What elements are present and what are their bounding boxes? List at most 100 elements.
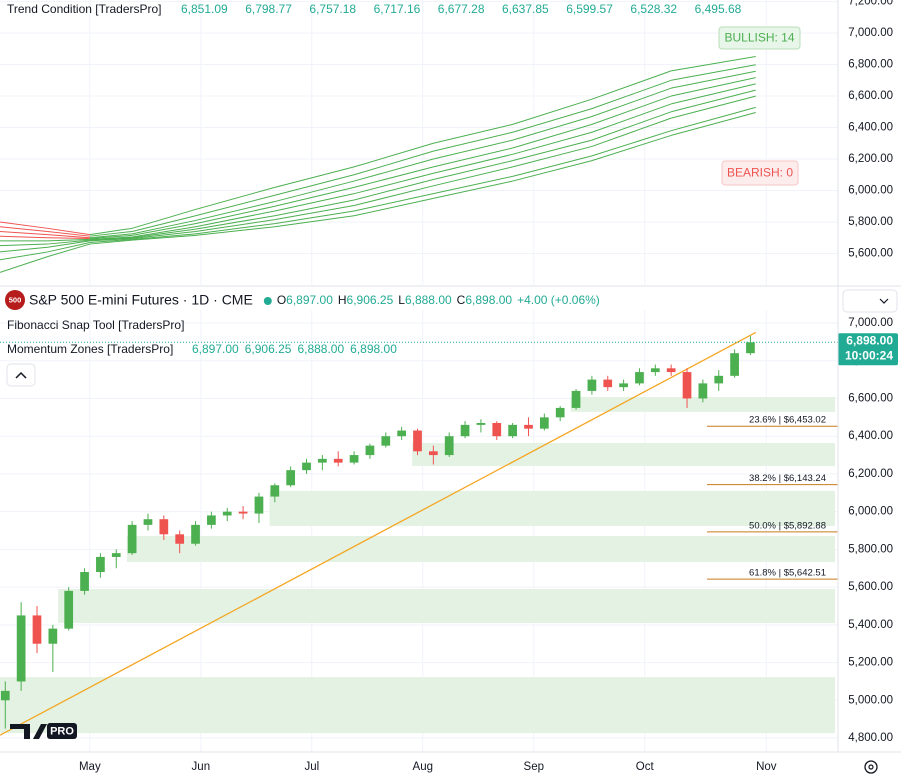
trend-line-segment xyxy=(89,239,133,245)
x-tick-label: Nov xyxy=(756,761,777,773)
y-tick-label: 6,200.00 xyxy=(848,153,893,165)
trend-line-segment xyxy=(0,243,48,247)
trend-line-segment xyxy=(195,226,275,236)
y-tick-label: 6,200.00 xyxy=(848,468,893,480)
trend-line-segment xyxy=(274,174,355,196)
trend-line-segment xyxy=(274,166,355,188)
trend-line-segment xyxy=(274,215,355,228)
pro-text: PRO xyxy=(50,725,74,737)
trend-line-segment xyxy=(353,193,434,212)
ohlc-value: 6,906.25 xyxy=(347,293,394,307)
ohlc-value: 6,898.00 xyxy=(465,293,512,307)
trend-line-segment xyxy=(89,237,133,241)
trend-line-segment xyxy=(47,238,90,242)
trend-line-segment xyxy=(353,158,434,182)
candle-body xyxy=(587,379,597,391)
trend-line-segment xyxy=(671,77,756,97)
indicator-title: Trend Condition [TradersPro] xyxy=(7,2,162,16)
trend-line-segment xyxy=(0,251,48,261)
trend-line-segment xyxy=(274,193,355,212)
trend-line-segment xyxy=(671,89,756,113)
trend-line-segment xyxy=(47,230,90,237)
trend-line-segment xyxy=(512,98,593,125)
x-tick-label: Aug xyxy=(413,761,433,773)
trend-line-segment xyxy=(195,215,275,230)
legend-value: 6,599.57 xyxy=(566,2,613,16)
currency-button[interactable] xyxy=(842,289,898,313)
trend-line-segment xyxy=(512,108,593,133)
trend-line-segment xyxy=(195,210,275,228)
trend-line-segment xyxy=(353,172,434,195)
trend-line-segment xyxy=(591,70,672,100)
trend-line-segment xyxy=(433,160,513,180)
candle-body xyxy=(80,572,89,591)
fib-label: 61.8% | $5,642.51 xyxy=(749,568,826,579)
trend-line-segment xyxy=(132,233,196,240)
candle-body xyxy=(619,383,628,388)
candle-body xyxy=(666,368,676,373)
pro-badge xyxy=(47,723,77,739)
trend-line-segment xyxy=(591,87,672,117)
settings-icon[interactable] xyxy=(864,760,878,774)
x-tick-label: Sep xyxy=(524,761,544,773)
candle-body xyxy=(397,430,407,437)
trend-line-segment xyxy=(132,230,196,240)
trend-line-segment xyxy=(47,234,90,239)
y-tick-label: 5,800.00 xyxy=(848,543,893,555)
trend-line-segment xyxy=(47,241,90,253)
candle-body xyxy=(96,556,105,573)
ohlc-key: C xyxy=(457,293,466,307)
countdown: 10:00:24 xyxy=(845,348,893,362)
trend-line-segment xyxy=(89,236,133,240)
ohlc-key: L xyxy=(398,293,405,307)
candle-body xyxy=(650,368,660,373)
y-tick-label: 6,600.00 xyxy=(848,90,893,102)
momentum-zone xyxy=(412,442,835,467)
indicator-name: Fibonacci Snap Tool [TradersPro] xyxy=(7,318,184,332)
trend-line-segment xyxy=(0,246,48,253)
trend-line-segment xyxy=(433,180,513,199)
trend-line-segment xyxy=(591,111,672,141)
x-tick-label: Oct xyxy=(636,761,655,773)
tv-logo xyxy=(10,724,47,739)
trend-line-segment xyxy=(353,142,434,168)
trend-line-segment xyxy=(353,185,434,206)
candle-body xyxy=(191,524,200,544)
symbol-badge-text: 500 xyxy=(9,295,22,304)
y-tick-label: 6,600.00 xyxy=(848,393,893,405)
price-change: +4.00 (+0.06%) xyxy=(517,293,600,307)
candle-body xyxy=(0,690,10,701)
trend-line-segment xyxy=(131,215,196,232)
trend-line-segment xyxy=(433,139,513,160)
trend-line-segment xyxy=(89,238,133,243)
trend-line-segment xyxy=(47,239,90,245)
settings-icon-center xyxy=(868,764,874,770)
candle-body xyxy=(64,590,74,629)
trend-line-segment xyxy=(274,199,355,217)
ohlc-value: 6,897.00 xyxy=(286,293,333,307)
trend-line-segment xyxy=(512,145,593,168)
ohlc-value: 6,888.00 xyxy=(405,293,452,307)
candle-body xyxy=(476,422,486,425)
trend-line-segment xyxy=(274,204,355,221)
candle-body xyxy=(539,417,549,429)
last-price-box xyxy=(838,333,898,366)
candle-body xyxy=(333,458,343,463)
candle-body xyxy=(746,342,755,354)
trend-line-segment xyxy=(195,223,275,235)
y-tick-label: 6,000.00 xyxy=(848,506,893,518)
legend-value: 6,717.16 xyxy=(374,2,421,16)
trendline xyxy=(0,331,757,736)
candle-body xyxy=(730,353,739,376)
trend-line-segment xyxy=(274,210,355,225)
fib-label: 23.6% | $6,453.02 xyxy=(749,415,826,426)
y-tick-label: 5,000.00 xyxy=(848,694,893,706)
trend-line-segment xyxy=(47,237,90,240)
candle-body xyxy=(222,511,232,516)
collapse-button[interactable] xyxy=(6,363,36,387)
candle-body xyxy=(682,372,692,399)
y-tick-label: 5,600.00 xyxy=(848,581,893,593)
trend-line-segment xyxy=(433,166,513,187)
momentum-zone xyxy=(570,396,835,412)
